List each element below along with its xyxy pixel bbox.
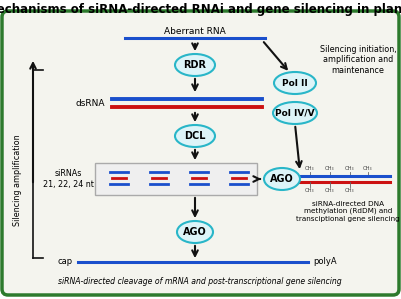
Ellipse shape bbox=[177, 221, 213, 243]
FancyBboxPatch shape bbox=[95, 163, 257, 195]
Text: Silencing amplification: Silencing amplification bbox=[14, 134, 22, 226]
Text: RDR: RDR bbox=[184, 60, 207, 70]
Text: CH₃: CH₃ bbox=[363, 166, 373, 170]
Text: AGO: AGO bbox=[270, 174, 294, 184]
Text: DCL: DCL bbox=[184, 131, 206, 141]
Text: Silencing initiation,
amplification and
maintenance: Silencing initiation, amplification and … bbox=[320, 45, 396, 75]
Text: Pol IV/V: Pol IV/V bbox=[275, 109, 315, 118]
Text: siRNA-directed DNA
methylation (RdDM) and
transciptional gene silencing: siRNA-directed DNA methylation (RdDM) an… bbox=[296, 201, 400, 222]
Text: Aberrant RNA: Aberrant RNA bbox=[164, 28, 226, 36]
Ellipse shape bbox=[175, 125, 215, 147]
Text: CH₃: CH₃ bbox=[345, 188, 355, 193]
Text: Pol II: Pol II bbox=[282, 79, 308, 88]
Ellipse shape bbox=[264, 168, 300, 190]
Text: CH₃: CH₃ bbox=[305, 188, 315, 193]
Ellipse shape bbox=[274, 72, 316, 94]
Text: dsRNA: dsRNA bbox=[75, 98, 105, 108]
Text: polyA: polyA bbox=[313, 257, 336, 266]
Text: siRNAs
21, 22, 24 nt: siRNAs 21, 22, 24 nt bbox=[43, 169, 93, 189]
Ellipse shape bbox=[175, 54, 215, 76]
Text: siRNA-directed cleavage of mRNA and post-transcriptional gene silencing: siRNA-directed cleavage of mRNA and post… bbox=[58, 277, 342, 286]
Text: Mechanisms of siRNA-directed RNAi and gene silencing in plants: Mechanisms of siRNA-directed RNAi and ge… bbox=[0, 2, 401, 16]
Text: CH₃: CH₃ bbox=[325, 166, 335, 170]
Text: CH₃: CH₃ bbox=[305, 166, 315, 170]
FancyBboxPatch shape bbox=[2, 11, 399, 295]
Ellipse shape bbox=[273, 102, 317, 124]
Text: AGO: AGO bbox=[183, 227, 207, 237]
Text: CH₃: CH₃ bbox=[325, 188, 335, 193]
Text: CH₃: CH₃ bbox=[345, 166, 355, 170]
Text: cap: cap bbox=[58, 257, 73, 266]
